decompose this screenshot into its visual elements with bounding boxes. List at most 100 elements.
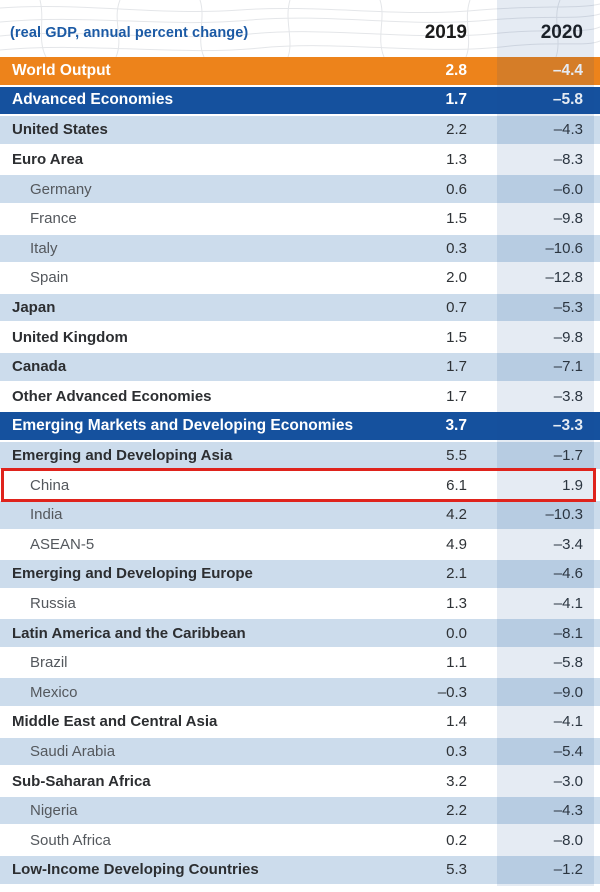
row-value-2020: –3.8 [553, 387, 583, 405]
row-value-2019: 3.2 [446, 772, 467, 790]
row-value-2020: –9.8 [553, 210, 583, 228]
table-row: Middle East and Central Asia 1.4 –4.1 [0, 708, 600, 738]
row-value-2019: 1.7 [446, 358, 467, 376]
row-value-2019: 4.2 [446, 506, 467, 524]
row-value-2019: 1.5 [446, 210, 467, 228]
row-value-2019: 1.3 [446, 594, 467, 612]
row-value-2020: –8.0 [553, 831, 583, 849]
row-label: Japan [12, 299, 56, 317]
row-value-2020: –4.3 [553, 802, 583, 820]
row-value-2020: –8.1 [553, 624, 583, 642]
table-row: Advanced Economies 1.7 –5.8 [0, 86, 600, 117]
row-value-2019: 1.1 [446, 654, 467, 672]
table-row: South Africa 0.2 –8.0 [0, 826, 600, 857]
row-value-2020: –4.1 [553, 594, 583, 612]
row-label: United States [12, 121, 108, 139]
row-label: Other Advanced Economies [12, 387, 212, 405]
row-value-2020: –4.3 [553, 121, 583, 139]
row-value-2019: 5.3 [446, 861, 467, 879]
table-row: Russia 1.3 –4.1 [0, 589, 600, 620]
row-label: Brazil [30, 654, 68, 672]
table-row: Germany 0.6 –6.0 [0, 175, 600, 205]
row-label: Sub-Saharan Africa [12, 772, 151, 790]
row-label: Emerging and Developing Asia [12, 447, 233, 465]
row-value-2020: –1.2 [553, 861, 583, 879]
row-label: World Output [12, 61, 111, 79]
table-row: Other Advanced Economies 1.7 –3.8 [0, 382, 600, 413]
row-value-2020: –5.8 [553, 654, 583, 672]
table-row: Sub-Saharan Africa 3.2 –3.0 [0, 767, 600, 797]
row-value-2019: 0.0 [446, 624, 467, 642]
row-label: United Kingdom [12, 328, 128, 346]
row-value-2020: –1.7 [553, 447, 583, 465]
row-value-2020: –12.8 [545, 269, 583, 287]
row-label: Germany [30, 180, 92, 198]
row-value-2019: –0.3 [437, 683, 467, 701]
globe-mesh-watermark [0, 0, 600, 57]
row-label: Emerging and Developing Europe [12, 565, 253, 583]
table-row: France 1.5 –9.8 [0, 204, 600, 235]
row-label: Italy [30, 239, 58, 257]
row-label: Saudi Arabia [30, 742, 116, 760]
row-label: Advanced Economies [12, 91, 174, 109]
table-header-row: (real GDP, annual percent change) 2019 2… [0, 0, 600, 57]
row-label: Nigeria [30, 802, 78, 820]
column-header-2020: 2020 [540, 21, 583, 43]
table-row: China 6.1 1.9 [0, 471, 600, 501]
column-header-2019: 2019 [424, 21, 467, 43]
table-row: Emerging and Developing Europe 2.1 –4.6 [0, 560, 600, 590]
row-value-2020: –5.4 [553, 742, 583, 760]
row-value-2019: 0.2 [446, 831, 467, 849]
row-label: South Africa [30, 831, 111, 849]
row-value-2020: –8.3 [553, 151, 583, 169]
table-row: Emerging and Developing Asia 5.5 –1.7 [0, 441, 600, 472]
row-label: Canada [12, 358, 67, 376]
row-value-2019: 2.0 [446, 269, 467, 287]
table-row: Euro Area 1.3 –8.3 [0, 145, 600, 176]
table-row: United States 2.2 –4.3 [0, 116, 600, 146]
row-value-2019: 1.5 [446, 328, 467, 346]
table-row: World Output 2.8 –4.4 [0, 57, 600, 87]
row-value-2019: 1.7 [446, 387, 467, 405]
table-row: Italy 0.3 –10.6 [0, 234, 600, 265]
table-row: Japan 0.7 –5.3 [0, 293, 600, 324]
row-label: Euro Area [12, 151, 84, 169]
table-row: Nigeria 2.2 –4.3 [0, 796, 600, 827]
table-row: United Kingdom 1.5 –9.8 [0, 323, 600, 353]
table-row: Emerging Markets and Developing Economie… [0, 412, 600, 442]
row-value-2019: 0.6 [446, 180, 467, 198]
row-value-2019: 5.5 [446, 447, 467, 465]
row-value-2020: –4.6 [553, 565, 583, 583]
row-value-2020: –3.3 [552, 416, 583, 434]
row-label: Russia [30, 594, 76, 612]
row-value-2019: 1.3 [446, 151, 467, 169]
row-label: France [30, 210, 77, 228]
row-value-2020: –6.0 [553, 180, 583, 198]
row-label: Mexico [30, 683, 78, 701]
row-label: China [30, 476, 70, 494]
row-value-2020: –10.3 [545, 506, 583, 524]
table-row: Latin America and the Caribbean 0.0 –8.1 [0, 619, 600, 649]
row-value-2019: 2.1 [446, 565, 467, 583]
table-row: India 4.2 –10.3 [0, 500, 600, 531]
row-value-2020: –3.4 [553, 535, 583, 553]
row-value-2019: 0.3 [446, 742, 467, 760]
row-value-2020: –4.4 [552, 61, 583, 79]
row-value-2019: 1.7 [445, 91, 467, 109]
row-value-2019: 1.4 [446, 713, 467, 731]
table-row: Brazil 1.1 –5.8 [0, 648, 600, 679]
row-label: Spain [30, 269, 69, 287]
row-value-2020: 1.9 [562, 476, 583, 494]
table-row: Spain 2.0 –12.8 [0, 264, 600, 294]
row-value-2020: –5.8 [552, 91, 583, 109]
row-value-2019: 0.7 [446, 299, 467, 317]
row-value-2020: –5.3 [553, 299, 583, 317]
row-value-2020: –3.0 [553, 772, 583, 790]
row-label: Emerging Markets and Developing Economie… [12, 416, 354, 434]
row-label: Middle East and Central Asia [12, 713, 218, 731]
table-body: World Output 2.8 –4.4 Advanced Economies… [0, 57, 600, 886]
row-value-2019: 2.2 [446, 802, 467, 820]
table-row: Low-Income Developing Countries 5.3 –1.2 [0, 856, 600, 886]
row-value-2019: 2.8 [445, 61, 467, 79]
